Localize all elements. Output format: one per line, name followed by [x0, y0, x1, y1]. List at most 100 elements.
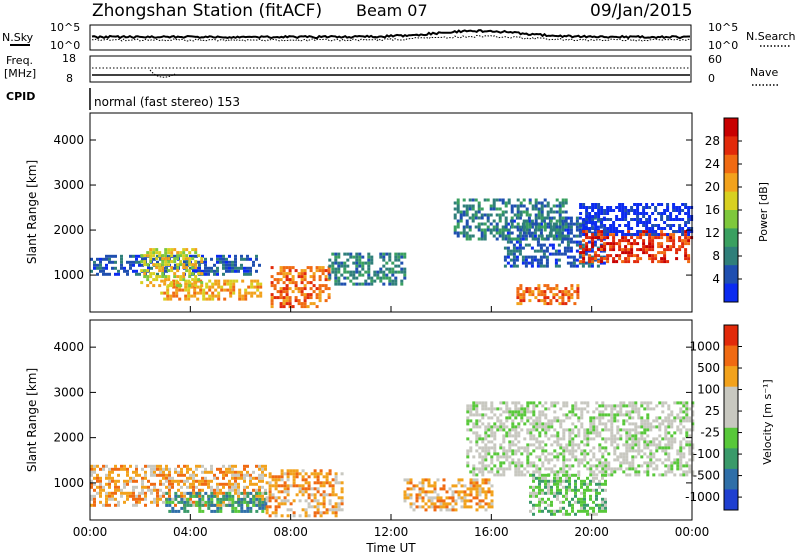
heatmap-cell-1-5 [475, 478, 479, 482]
heatmap-cell-1-5 [457, 496, 461, 500]
heatmap-cell-0-0 [114, 254, 117, 258]
heatmap-cell-0-1 [229, 282, 233, 286]
heatmap-cell-1-0 [225, 470, 228, 474]
heatmap-cell-1-0 [228, 479, 231, 483]
heatmap-cell-1-3 [523, 413, 527, 417]
heatmap-cell-1-4 [592, 500, 595, 504]
heatmap-cell-0-3 [282, 281, 286, 285]
heatmap-cell-1-3 [688, 470, 692, 474]
heatmap-cell-0-4 [346, 276, 350, 280]
heatmap-cell-0-2 [149, 251, 153, 255]
heatmap-cell-1-0 [90, 497, 93, 501]
heatmap-cell-1-3 [598, 434, 602, 438]
heatmap-cell-1-0 [168, 491, 171, 495]
heatmap-cell-1-3 [502, 467, 506, 471]
heatmap-cell-1-3 [481, 464, 485, 468]
heatmap-cell-0-3 [270, 275, 274, 279]
heatmap-cell-1-3 [580, 410, 584, 414]
heatmap-cell-0-7 [651, 257, 655, 261]
heatmap-cell-1-4 [595, 482, 598, 486]
heatmap-cell-0-7 [597, 254, 601, 258]
heatmap-cell-1-3 [628, 431, 632, 435]
heatmap-cell-1-2 [268, 499, 272, 503]
heatmap-cell-0-8 [624, 233, 628, 236]
heatmap-cell-1-0 [117, 500, 120, 504]
heatmap-cell-0-1 [217, 291, 221, 295]
heatmap-cell-1-1 [204, 500, 208, 504]
heatmap-cell-0-0 [240, 263, 243, 267]
colorbar-swatch [724, 386, 738, 408]
heatmap-cell-1-3 [550, 425, 554, 429]
heatmap-cell-1-2 [271, 493, 275, 497]
heatmap-cell-1-0 [213, 488, 216, 492]
heatmap-cell-1-2 [283, 487, 287, 491]
heatmap-cell-1-3 [619, 452, 623, 456]
heatmap-cell-0-1 [211, 285, 215, 289]
heatmap-cell-0-0 [204, 260, 207, 264]
cpid-text: normal (fast stereo) 153 [94, 95, 240, 109]
heatmap-cell-0-3 [312, 278, 316, 282]
heatmap-cell-1-1 [207, 506, 211, 510]
heatmap-cell-1-4 [580, 506, 583, 510]
heatmap-cell-0-8 [579, 203, 583, 206]
heatmap-cell-1-3 [604, 461, 608, 465]
heatmap-cell-1-0 [261, 485, 264, 489]
heatmap-cell-1-3 [640, 431, 644, 435]
heatmap-cell-1-3 [508, 407, 512, 411]
heatmap-cell-1-4 [538, 503, 541, 507]
heatmap-cell-0-4 [403, 273, 407, 277]
heatmap-cell-1-3 [541, 425, 545, 429]
heatmap-cell-0-3 [306, 281, 310, 285]
heatmap-cell-0-4 [346, 270, 350, 274]
heatmap-cell-1-3 [682, 401, 686, 405]
heatmap-cell-1-3 [610, 425, 614, 429]
heatmap-cell-1-3 [625, 461, 629, 465]
heatmap-cell-1-3 [532, 422, 536, 426]
xtick-label: 08:00 [273, 525, 308, 539]
heatmap-cell-1-3 [508, 440, 512, 444]
heatmap-cell-1-0 [141, 467, 144, 471]
heatmap-cell-0-9 [534, 204, 538, 208]
heatmap-cell-1-2 [292, 499, 296, 503]
heatmap-cell-0-1 [244, 297, 248, 301]
heatmap-cell-1-3 [472, 401, 476, 405]
heatmap-cell-1-2 [265, 499, 269, 503]
heatmap-cell-0-8 [606, 233, 610, 236]
heatmap-cell-1-3 [508, 449, 512, 453]
heatmap-cell-0-5 [512, 261, 516, 265]
heatmap-cell-1-3 [646, 467, 650, 471]
heatmap-cell-0-3 [273, 296, 277, 300]
heatmap-cell-1-3 [490, 401, 494, 405]
heatmap-cell-0-5 [599, 225, 603, 229]
heatmap-cell-1-3 [559, 437, 563, 441]
heatmap-cell-1-3 [532, 425, 536, 429]
heatmap-cell-0-6 [549, 302, 553, 306]
heatmap-cell-1-0 [120, 491, 123, 495]
heatmap-cell-1-3 [577, 446, 581, 450]
heatmap-cell-1-2 [301, 487, 305, 491]
heatmap-cell-1-3 [493, 449, 497, 453]
heatmap-cell-1-1 [252, 494, 256, 498]
heatmap-cell-1-4 [565, 497, 568, 501]
heatmap-cell-0-5 [515, 246, 519, 250]
heatmap-cell-0-0 [114, 272, 117, 276]
heatmap-cell-0-3 [285, 278, 289, 282]
heatmap-cell-1-3 [475, 419, 479, 423]
heatmap-cell-0-2 [161, 260, 165, 264]
heatmap-cell-0-1 [226, 279, 230, 283]
heatmap-cell-1-1 [189, 491, 193, 495]
heatmap-cell-1-3 [628, 422, 632, 426]
heatmap-cell-0-0 [183, 260, 186, 264]
heatmap-cell-1-3 [535, 425, 539, 429]
heatmap-cell-1-3 [565, 443, 569, 447]
heatmap-cell-1-0 [90, 479, 93, 483]
heatmap-cell-1-2 [292, 511, 296, 515]
heatmap-cell-0-8 [603, 230, 607, 233]
heatmap-cell-0-7 [630, 251, 634, 255]
heatmap-cell-1-3 [616, 437, 620, 441]
heatmap-cell-1-0 [180, 494, 183, 498]
heatmap-cell-0-5 [506, 252, 510, 256]
heatmap-cell-0-9 [495, 222, 499, 226]
heatmap-cell-0-2 [167, 284, 171, 288]
heatmap-cell-1-3 [544, 458, 548, 462]
